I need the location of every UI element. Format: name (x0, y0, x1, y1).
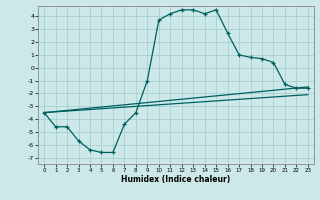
X-axis label: Humidex (Indice chaleur): Humidex (Indice chaleur) (121, 175, 231, 184)
